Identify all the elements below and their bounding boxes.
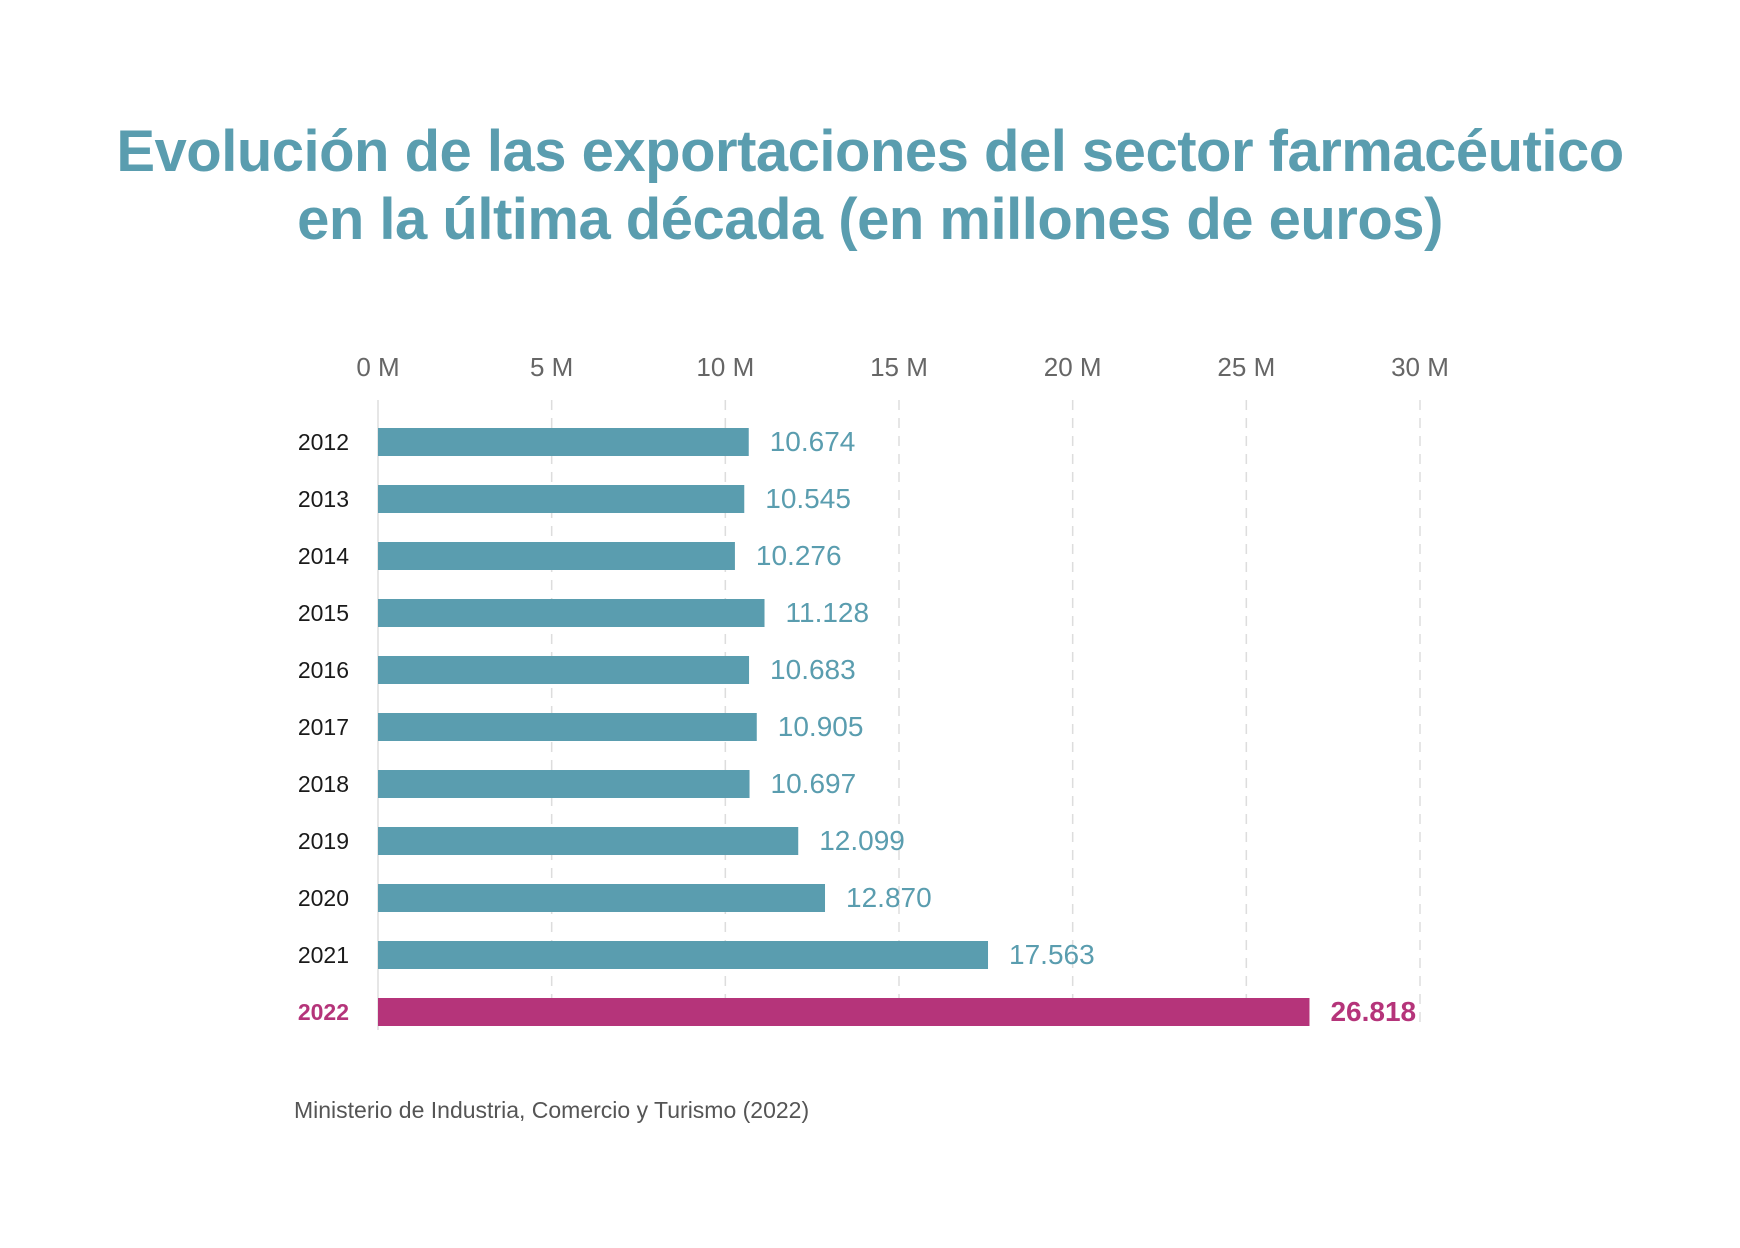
x-tick-label: 20 M [1044, 352, 1102, 382]
category-label: 2016 [298, 657, 349, 683]
x-tick-label: 10 M [696, 352, 754, 382]
data-label: 10.905 [778, 711, 864, 742]
bar [378, 599, 765, 627]
data-label: 11.128 [786, 597, 870, 628]
data-label: 10.545 [765, 483, 851, 514]
chart-title-line-1: Evolución de las exportaciones del secto… [116, 119, 1624, 184]
data-label: 10.674 [770, 426, 856, 457]
category-label: 2022 [298, 999, 349, 1025]
bar [378, 884, 826, 912]
bar [378, 485, 745, 513]
category-label: 2014 [298, 543, 349, 569]
x-tick-label: 0 M [356, 352, 399, 382]
data-label: 26.818 [1330, 996, 1416, 1027]
bar [378, 827, 799, 855]
bar [378, 428, 749, 456]
category-label: 2020 [298, 885, 349, 911]
data-label: 10.276 [756, 540, 842, 571]
category-label: 2012 [298, 429, 349, 455]
category-label: 2013 [298, 486, 349, 512]
chart-title: Evolución de las exportaciones del secto… [0, 118, 1740, 254]
data-label: 10.697 [771, 768, 857, 799]
category-label: 2018 [298, 771, 349, 797]
data-label: 17.563 [1009, 939, 1095, 970]
bar [378, 998, 1310, 1026]
data-label: 10.683 [770, 654, 856, 685]
data-label: 12.870 [846, 882, 932, 913]
x-tick-label: 5 M [530, 352, 573, 382]
category-label: 2017 [298, 714, 349, 740]
category-label: 2015 [298, 600, 349, 626]
bar [378, 941, 989, 969]
category-label: 2019 [298, 828, 349, 854]
data-label: 12.099 [819, 825, 905, 856]
x-tick-label: 25 M [1217, 352, 1275, 382]
source-note: Ministerio de Industria, Comercio y Turi… [294, 1097, 810, 1123]
x-tick-label: 15 M [870, 352, 928, 382]
chart-title-line-2: en la última década (en millones de euro… [297, 187, 1443, 252]
bar [378, 770, 750, 798]
x-tick-label: 30 M [1391, 352, 1449, 382]
bar [378, 542, 735, 570]
bar [378, 713, 757, 741]
category-label: 2021 [298, 942, 349, 968]
bar [378, 656, 750, 684]
